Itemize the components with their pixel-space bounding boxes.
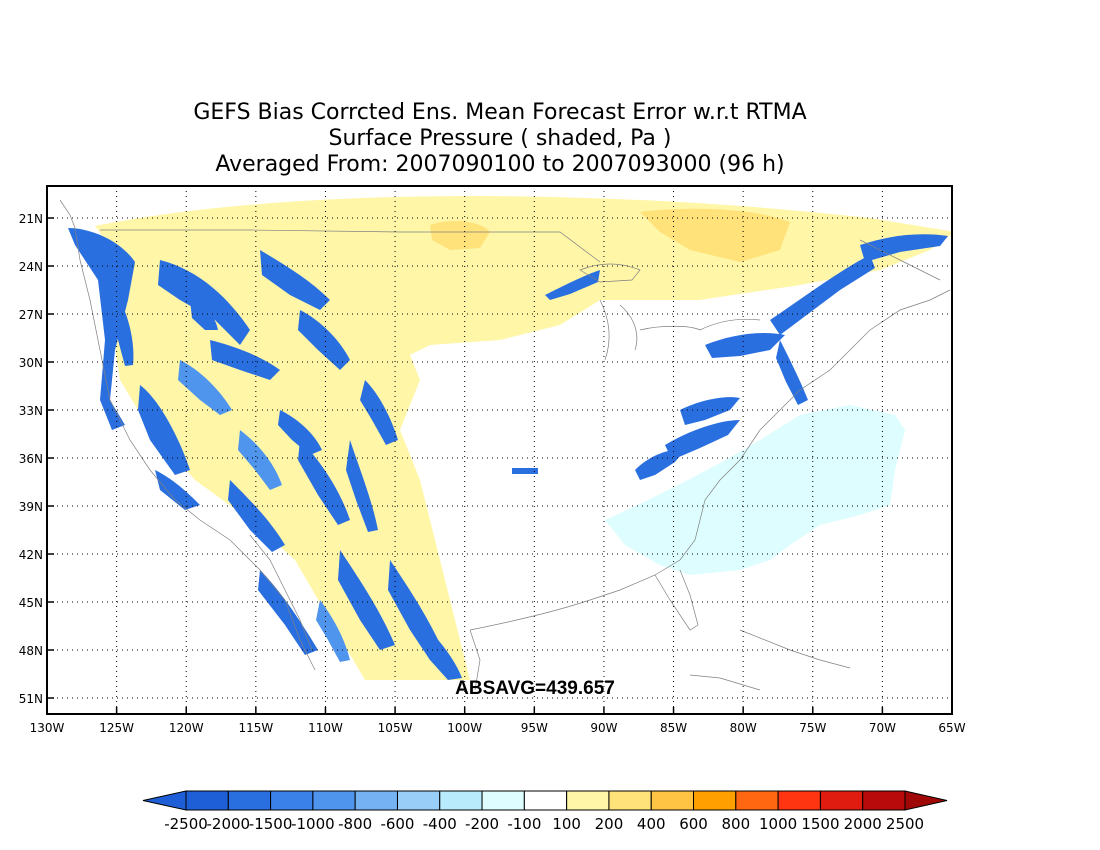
colorbar-swatch bbox=[819, 790, 864, 811]
colorbar-swatch bbox=[693, 790, 737, 811]
western-mixed-area bbox=[100, 215, 470, 680]
colorbar-label: 1000 bbox=[759, 815, 797, 833]
title-line-1: GEFS Bias Corrcted Ens. Mean Forecast Er… bbox=[193, 100, 807, 125]
colorbar-label: 800 bbox=[722, 815, 751, 833]
colorbar-label: 2000 bbox=[844, 815, 882, 833]
colorbar-label: -1000 bbox=[291, 815, 335, 833]
colorbar-swatch bbox=[396, 790, 441, 811]
lon-tick-label: 115W bbox=[238, 721, 273, 735]
lon-tick-label: 65W bbox=[938, 721, 965, 735]
negative-bias-east bbox=[512, 234, 948, 480]
lat-tick-label: 36N bbox=[19, 452, 43, 466]
latitude-labels: 51N 48N 45N 42N 39N 36N 33N 30N 27N 24N 21N bbox=[19, 212, 54, 706]
colorbar-swatch bbox=[650, 790, 695, 811]
colorbar-label: 600 bbox=[679, 815, 708, 833]
colorbar-label: -1500 bbox=[249, 815, 293, 833]
absavg-annotation: ABSAVG=439.657 bbox=[455, 678, 615, 699]
lat-tick-label: 24N bbox=[19, 260, 43, 274]
colorbar-swatch bbox=[777, 790, 821, 811]
title-line-3: Averaged From: 2007090100 to 2007093000 … bbox=[215, 152, 785, 177]
colorbar-label: -2000 bbox=[206, 815, 250, 833]
positive-bias-patch bbox=[640, 208, 790, 262]
lat-tick-label: 51N bbox=[19, 692, 43, 706]
colorbar-swatch bbox=[312, 790, 356, 811]
lon-tick-label: 110W bbox=[308, 721, 343, 735]
colorbar-swatch bbox=[227, 790, 272, 811]
colorbar-swatch bbox=[608, 790, 652, 811]
colorbar-swatch bbox=[566, 790, 610, 811]
colorbar-label: -100 bbox=[507, 815, 541, 833]
colorbar-swatch bbox=[185, 790, 229, 811]
colorbar-label: -400 bbox=[423, 815, 457, 833]
colorbar-swatch bbox=[354, 790, 398, 811]
lat-tick-label: 45N bbox=[19, 596, 43, 610]
lat-tick-label: 21N bbox=[19, 212, 43, 226]
lon-tick-label: 130W bbox=[30, 721, 65, 735]
colorbar-label: -800 bbox=[338, 815, 372, 833]
lat-tick-label: 27N bbox=[19, 308, 43, 322]
colorbar-label: -200 bbox=[465, 815, 499, 833]
lon-tick-label: 95W bbox=[521, 721, 548, 735]
map-frame bbox=[46, 185, 953, 715]
colorbar: -2500-2000-1500-1000 -800 -600 -400 -200 -100… bbox=[142, 790, 948, 833]
colorbar-swatch bbox=[439, 790, 483, 811]
longitude-labels: 130W 125W 120W 115W 110W 105W 100W 95W 90W 85W 80W… bbox=[30, 707, 966, 735]
colorbar-label: -600 bbox=[380, 815, 414, 833]
slight-negative-area-southeast bbox=[605, 405, 905, 575]
lon-tick-label: 120W bbox=[169, 721, 204, 735]
colorbar-swatch bbox=[270, 790, 314, 811]
colorbar-label: 2500 bbox=[886, 815, 924, 833]
colorbar-high-extension bbox=[904, 790, 948, 811]
lat-tick-label: 42N bbox=[19, 548, 43, 562]
colorbar-label: 400 bbox=[637, 815, 666, 833]
colorbar-swatch bbox=[481, 790, 525, 811]
map-title: GEFS Bias Corrcted Ens. Mean Forecast Er… bbox=[0, 100, 1000, 178]
colorbar-label: 1500 bbox=[801, 815, 839, 833]
lat-tick-label: 48N bbox=[19, 644, 43, 658]
lon-tick-label: 125W bbox=[99, 721, 134, 735]
lon-tick-label: 105W bbox=[378, 721, 413, 735]
positive-bias-patch bbox=[430, 220, 490, 250]
colorbar-swatch bbox=[523, 790, 568, 811]
lon-tick-label: 85W bbox=[660, 721, 687, 735]
lat-tick-label: 33N bbox=[19, 404, 43, 418]
colorbar-label: -2500 bbox=[164, 815, 208, 833]
colorbar-low-extension bbox=[142, 790, 187, 811]
title-line-2: Surface Pressure ( shaded, Pa ) bbox=[328, 126, 672, 151]
negative-bias-west bbox=[68, 228, 462, 680]
lat-tick-label: 30N bbox=[19, 356, 43, 370]
lon-tick-label: 70W bbox=[869, 721, 896, 735]
colorbar-label: 200 bbox=[595, 815, 624, 833]
lon-tick-label: 100W bbox=[447, 721, 482, 735]
lon-tick-label: 75W bbox=[799, 721, 826, 735]
lon-tick-label: 90W bbox=[590, 721, 617, 735]
shaded-field bbox=[68, 196, 952, 680]
colorbar-swatch bbox=[862, 790, 906, 811]
negative-bias-west-light bbox=[178, 360, 350, 662]
lon-tick-label: 80W bbox=[730, 721, 757, 735]
colorbar-swatch bbox=[735, 790, 779, 811]
coastline bbox=[59, 199, 951, 691]
colorbar-label: 100 bbox=[552, 815, 581, 833]
lat-tick-label: 39N bbox=[19, 500, 43, 514]
